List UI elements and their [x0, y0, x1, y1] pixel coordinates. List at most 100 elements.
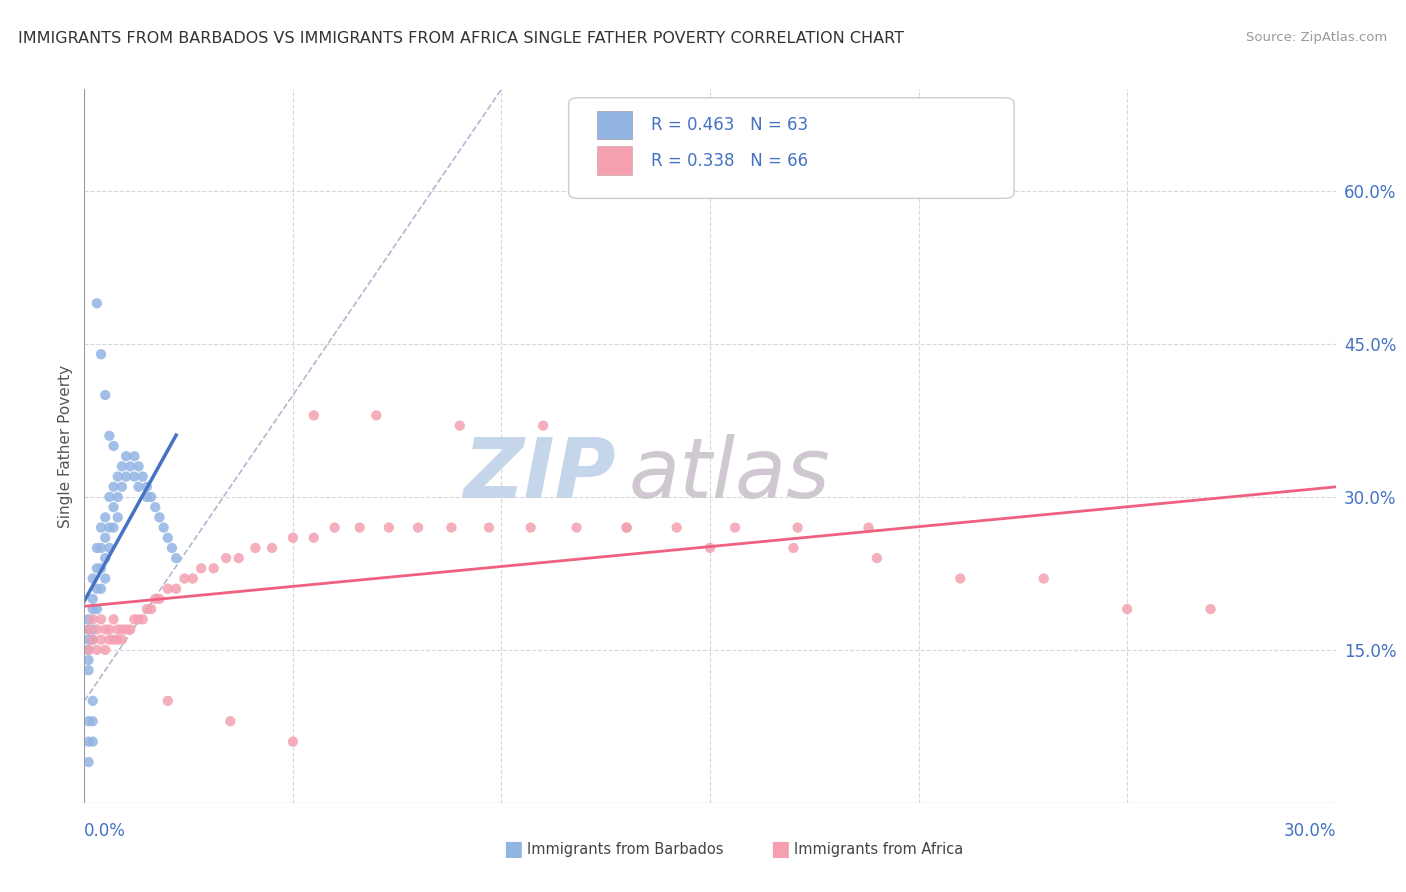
- Point: [94, 531, 117, 545]
- Point: [156, 582, 179, 596]
- Point: [782, 541, 804, 555]
- Point: [77, 632, 100, 647]
- Point: [165, 582, 187, 596]
- Point: [103, 520, 125, 534]
- Point: [699, 541, 721, 555]
- Text: 0.0%: 0.0%: [84, 822, 127, 840]
- Point: [82, 694, 104, 708]
- Point: [786, 520, 808, 534]
- Text: Source: ZipAtlas.com: Source: ZipAtlas.com: [1247, 31, 1388, 45]
- Point: [82, 632, 104, 647]
- Point: [665, 520, 688, 534]
- Point: [107, 510, 129, 524]
- Point: [406, 520, 429, 534]
- Point: [128, 612, 150, 626]
- Text: ■: ■: [503, 839, 523, 859]
- Point: [866, 551, 889, 566]
- Point: [215, 551, 238, 566]
- Point: [77, 623, 100, 637]
- Point: [190, 561, 212, 575]
- Point: [202, 561, 225, 575]
- Point: [378, 520, 401, 534]
- Bar: [598, 111, 633, 139]
- Point: [82, 734, 104, 748]
- Point: [90, 561, 112, 575]
- Point: [440, 520, 463, 534]
- Text: ■: ■: [770, 839, 790, 859]
- Point: [156, 531, 179, 545]
- Point: [302, 409, 325, 423]
- Text: ZIP: ZIP: [464, 434, 616, 515]
- Point: [77, 734, 100, 748]
- Point: [115, 623, 138, 637]
- Text: 30.0%: 30.0%: [1284, 822, 1336, 840]
- Point: [136, 490, 159, 504]
- Point: [616, 520, 638, 534]
- FancyBboxPatch shape: [568, 98, 1014, 198]
- Point: [139, 602, 162, 616]
- Point: [98, 520, 121, 534]
- Point: [82, 591, 104, 606]
- Point: [90, 632, 112, 647]
- Point: [148, 510, 170, 524]
- Point: [86, 541, 108, 555]
- Point: [124, 449, 146, 463]
- Point: [281, 531, 304, 545]
- Point: [86, 582, 108, 596]
- Point: [519, 520, 541, 534]
- Point: [111, 632, 134, 647]
- Point: [173, 572, 195, 586]
- Point: [103, 480, 125, 494]
- Point: [103, 439, 125, 453]
- Point: [90, 541, 112, 555]
- Point: [77, 643, 100, 657]
- Point: [302, 531, 325, 545]
- Point: [77, 623, 100, 637]
- Point: [152, 520, 174, 534]
- Point: [156, 694, 179, 708]
- Text: IMMIGRANTS FROM BARBADOS VS IMMIGRANTS FROM AFRICA SINGLE FATHER POVERTY CORRELA: IMMIGRANTS FROM BARBADOS VS IMMIGRANTS F…: [18, 31, 904, 46]
- Point: [949, 572, 972, 586]
- Point: [219, 714, 242, 729]
- Point: [139, 490, 162, 504]
- Point: [115, 469, 138, 483]
- Point: [82, 612, 104, 626]
- Point: [143, 500, 166, 515]
- Point: [103, 632, 125, 647]
- Point: [616, 520, 638, 534]
- Point: [262, 541, 284, 555]
- Point: [111, 623, 134, 637]
- Point: [94, 510, 117, 524]
- Point: [98, 623, 121, 637]
- Point: [858, 520, 880, 534]
- Text: R = 0.463   N = 63: R = 0.463 N = 63: [651, 116, 808, 134]
- Point: [94, 643, 117, 657]
- Point: [86, 602, 108, 616]
- Point: [136, 602, 159, 616]
- Point: [82, 623, 104, 637]
- Point: [323, 520, 346, 534]
- Point: [124, 469, 146, 483]
- Y-axis label: Single Father Poverty: Single Father Poverty: [58, 365, 73, 527]
- Point: [181, 572, 204, 586]
- Point: [132, 469, 155, 483]
- Point: [86, 623, 108, 637]
- Point: [77, 663, 100, 677]
- Point: [90, 347, 112, 361]
- Point: [128, 480, 150, 494]
- Point: [565, 520, 588, 534]
- Point: [120, 459, 142, 474]
- Point: [94, 551, 117, 566]
- Point: [94, 572, 117, 586]
- Point: [107, 623, 129, 637]
- Point: [281, 734, 304, 748]
- Point: [107, 490, 129, 504]
- Point: [1116, 602, 1139, 616]
- Point: [82, 714, 104, 729]
- Point: [124, 612, 146, 626]
- Point: [77, 612, 100, 626]
- Text: Immigrants from Barbados: Immigrants from Barbados: [527, 842, 724, 856]
- Point: [531, 418, 554, 433]
- Point: [90, 582, 112, 596]
- Point: [98, 429, 121, 443]
